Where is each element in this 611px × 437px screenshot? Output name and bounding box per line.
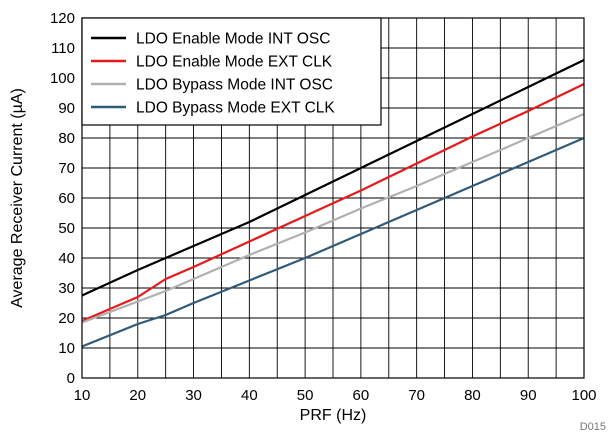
y-tick-label: 80 xyxy=(58,130,75,147)
x-tick-label: 20 xyxy=(129,387,146,404)
x-tick-label: 80 xyxy=(464,387,481,404)
x-axis-title: PRF (Hz) xyxy=(300,407,367,424)
tick-labels: 10 20 30 40 50 60 70 80 90 1000102030405060708090… xyxy=(50,10,597,404)
y-tick-label: 70 xyxy=(58,160,75,177)
y-tick-label: 90 xyxy=(58,100,75,117)
y-tick-label: 10 xyxy=(58,340,75,357)
y-tick-label: 30 xyxy=(58,280,75,297)
y-tick-label: 120 xyxy=(50,10,75,27)
legend-items: LDO Enable Mode INT OSC LDO Enable Mode E… xyxy=(91,31,335,117)
legend-label: LDO Bypass Mode INT OSC xyxy=(136,77,333,94)
x-tick-label: 70 xyxy=(408,387,425,404)
x-tick-label: 100 xyxy=(571,387,596,404)
x-tick-label: 10 xyxy=(74,387,91,404)
y-tick-label: 50 xyxy=(58,220,75,237)
legend-label: LDO Enable Mode EXT CLK xyxy=(136,54,333,71)
legend-box xyxy=(81,17,382,126)
y-tick-label: 40 xyxy=(58,250,75,267)
y-tick-label: 100 xyxy=(50,70,75,87)
figure-id-label: D015 xyxy=(580,421,606,433)
x-tick-label: 60 xyxy=(353,387,370,404)
legend-label: LDO Enable Mode INT OSC xyxy=(136,31,330,48)
y-tick-label: 60 xyxy=(58,190,75,207)
y-tick-label: 110 xyxy=(51,40,75,57)
y-axis-title: Average Receiver Current (µA) xyxy=(9,88,26,308)
y-tick-label: 0 xyxy=(67,370,75,387)
y-tick-label: 20 xyxy=(58,310,75,327)
x-tick-label: 30 xyxy=(185,387,202,404)
legend-label: LDO Bypass Mode EXT CLK xyxy=(136,100,335,117)
x-tick-label: 50 xyxy=(297,387,314,404)
legend: LDO Enable Mode INT OSC LDO Enable Mode E… xyxy=(81,17,382,126)
x-tick-label: 90 xyxy=(520,387,537,404)
x-tick-label: 40 xyxy=(241,387,258,404)
series-lines xyxy=(81,59,585,348)
